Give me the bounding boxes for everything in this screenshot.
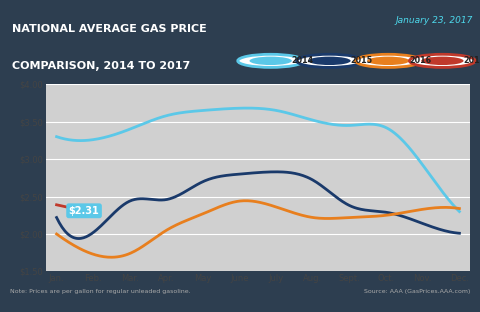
Text: Note: Prices are per gallon for regular unleaded gasoline.: Note: Prices are per gallon for regular … xyxy=(10,289,190,294)
Text: 2015: 2015 xyxy=(350,56,373,65)
Circle shape xyxy=(355,54,421,67)
Circle shape xyxy=(308,57,350,65)
Circle shape xyxy=(238,54,304,67)
Text: Source: AAA (GasPrices.AAA.com): Source: AAA (GasPrices.AAA.com) xyxy=(364,289,470,294)
Text: $2.31: $2.31 xyxy=(69,206,99,216)
Text: 2017: 2017 xyxy=(464,56,480,65)
Circle shape xyxy=(421,57,464,65)
Text: 2014: 2014 xyxy=(292,56,314,65)
Circle shape xyxy=(250,57,292,65)
Circle shape xyxy=(367,57,409,65)
Circle shape xyxy=(297,54,362,67)
Text: January 23, 2017: January 23, 2017 xyxy=(396,16,473,25)
Text: 2016: 2016 xyxy=(409,56,432,65)
Text: COMPARISON, 2014 TO 2017: COMPARISON, 2014 TO 2017 xyxy=(12,61,191,71)
Circle shape xyxy=(409,54,475,67)
Text: NATIONAL AVERAGE GAS PRICE: NATIONAL AVERAGE GAS PRICE xyxy=(12,24,207,35)
